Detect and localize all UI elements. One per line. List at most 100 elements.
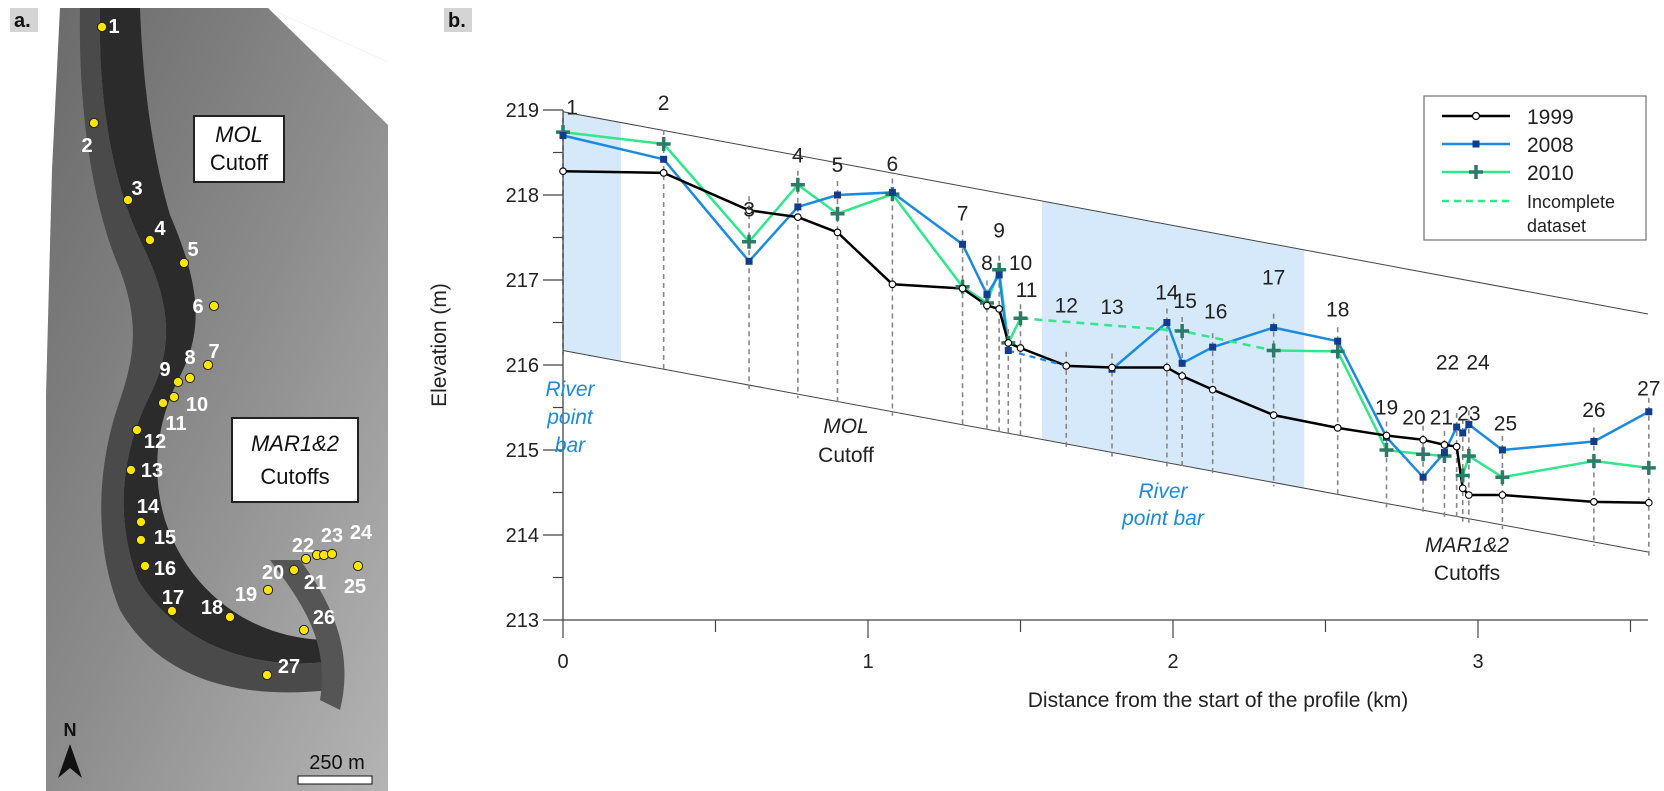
site-marker-13 xyxy=(125,464,137,476)
envelope-upper-line xyxy=(562,111,1649,315)
series-layer xyxy=(556,125,1656,507)
point-2008 xyxy=(1334,337,1342,345)
site-label-17: 17 xyxy=(162,587,184,609)
point-label-14: 14 xyxy=(1155,282,1179,305)
x-tick-label: 0 xyxy=(557,651,568,673)
legend-label-2010: 2010 xyxy=(1527,162,1574,185)
point-1999 xyxy=(659,169,668,177)
annotation-river1-line2: point xyxy=(546,406,594,429)
x-tick-label: 3 xyxy=(1472,651,1483,673)
point-label-18: 18 xyxy=(1326,299,1349,322)
point-label-13: 13 xyxy=(1100,296,1123,319)
point-2010 xyxy=(1330,344,1345,359)
y-tick-label: 219 xyxy=(506,100,539,122)
point-label-12: 12 xyxy=(1055,294,1078,317)
point-1999 xyxy=(1108,363,1116,372)
site-marker-10 xyxy=(168,391,180,403)
point-1999 xyxy=(1163,363,1171,372)
point-1999 xyxy=(1458,484,1467,493)
site-label-7: 7 xyxy=(208,341,219,363)
point-2010 xyxy=(1013,311,1028,326)
point-label-9: 9 xyxy=(993,220,1005,243)
point-label-6: 6 xyxy=(887,153,899,176)
legend-label-incomplete-2: dataset xyxy=(1527,216,1586,236)
point-label-7: 7 xyxy=(957,203,969,226)
panel-b-label: b. xyxy=(448,10,466,32)
point-1999 xyxy=(1333,424,1342,432)
site-marker-12 xyxy=(131,424,143,436)
point-1999 xyxy=(983,301,991,310)
point-1999 xyxy=(1644,498,1653,507)
annotation-mol-line1: MOL xyxy=(823,415,869,438)
point-2010 xyxy=(1495,470,1510,485)
point-2008 xyxy=(1270,324,1278,332)
annotation-river1-line1: River xyxy=(545,378,595,401)
site-label-10: 10 xyxy=(186,394,208,416)
site-label-27: 27 xyxy=(278,656,300,678)
point-label-25: 25 xyxy=(1494,412,1517,435)
site-marker-20 xyxy=(288,564,300,576)
panel-a-label: a. xyxy=(14,10,31,32)
site-marker-17 xyxy=(166,605,178,617)
site-marker-27 xyxy=(261,669,273,681)
point-1999 xyxy=(559,167,567,176)
shaded-band-2 xyxy=(1041,200,1305,489)
annotation-mar-cutoffs: MAR1&2 Cutoffs xyxy=(1425,534,1509,585)
north-label: N xyxy=(64,720,77,740)
mar-cutoffs-box: MAR1&2 Cutoffs xyxy=(231,417,359,503)
point-2008 xyxy=(888,188,896,196)
point-2010 xyxy=(1379,443,1394,457)
site-label-19: 19 xyxy=(235,584,257,606)
annotation-mar-line1: MAR1&2 xyxy=(1425,534,1509,557)
y-tick-label: 217 xyxy=(506,270,539,292)
shaded-band-1 xyxy=(563,111,621,362)
annotation-river2-line1: River xyxy=(1138,480,1188,503)
y-tick-label: 214 xyxy=(506,525,539,547)
y-tick-label: 218 xyxy=(506,185,539,207)
point-label-27: 27 xyxy=(1637,378,1660,401)
legend-label-incomplete-1: Incomplete xyxy=(1527,192,1615,212)
series-line-2010 xyxy=(1461,454,1649,479)
mar-cutoffs-label: Cutoffs xyxy=(260,464,329,489)
legend-label-1999: 1999 xyxy=(1527,106,1574,129)
site-label-5: 5 xyxy=(187,239,198,261)
site-label-26: 26 xyxy=(313,607,335,629)
point-label-24: 24 xyxy=(1466,351,1490,374)
point-1999 xyxy=(833,228,842,237)
site-marker-19 xyxy=(262,584,274,596)
site-marker-4 xyxy=(144,234,156,246)
scale-label: 250 m xyxy=(309,752,365,774)
point-2010 xyxy=(830,206,845,221)
point-label-21: 21 xyxy=(1430,407,1453,430)
point-2008 xyxy=(1498,446,1506,454)
legend-item-incomplete: Incomplete dataset xyxy=(1442,192,1615,236)
site-marker-16 xyxy=(139,560,151,572)
site-label-16: 16 xyxy=(154,558,176,580)
site-marker-14 xyxy=(135,516,147,528)
point-1999 xyxy=(1004,339,1013,347)
point-1999 xyxy=(958,284,967,293)
site-marker-1 xyxy=(96,21,108,33)
point-label-2: 2 xyxy=(658,92,670,115)
site-label-13: 13 xyxy=(141,460,163,482)
scale-bar: 250 m xyxy=(297,752,373,785)
legend-box xyxy=(1423,95,1647,241)
point-2008 xyxy=(745,257,753,265)
point-2008 xyxy=(1590,438,1598,445)
point-label-1: 1 xyxy=(566,96,578,119)
point-2008 xyxy=(1465,421,1473,428)
point-2008 xyxy=(1419,473,1427,481)
point-2008 xyxy=(559,132,567,139)
point-label-4: 4 xyxy=(792,145,804,168)
site-label-2: 2 xyxy=(81,135,92,157)
point-1999 xyxy=(1419,435,1427,444)
point-1999 xyxy=(1440,441,1449,449)
site-label-8: 8 xyxy=(184,347,195,369)
site-label-24: 24 xyxy=(350,522,373,544)
point-label-20: 20 xyxy=(1402,407,1425,430)
point-2008 xyxy=(834,191,841,199)
